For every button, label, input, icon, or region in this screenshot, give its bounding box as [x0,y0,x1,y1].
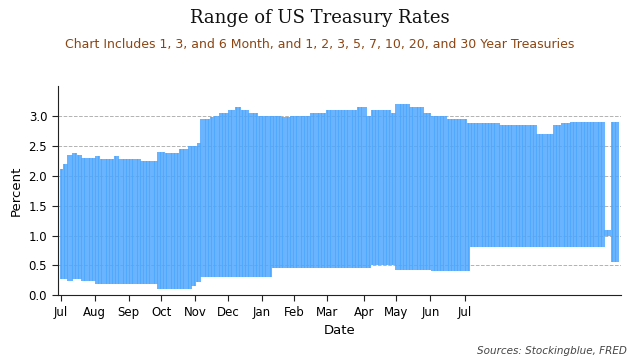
Text: Sources: Stockingblue, FRED: Sources: Stockingblue, FRED [477,346,627,356]
Text: Range of US Treasury Rates: Range of US Treasury Rates [190,9,450,27]
Text: Chart Includes 1, 3, and 6 Month, and 1, 2, 3, 5, 7, 10, 20, and 30 Year Treasur: Chart Includes 1, 3, and 6 Month, and 1,… [65,38,575,51]
Y-axis label: Percent: Percent [10,166,23,216]
X-axis label: Date: Date [323,324,355,337]
